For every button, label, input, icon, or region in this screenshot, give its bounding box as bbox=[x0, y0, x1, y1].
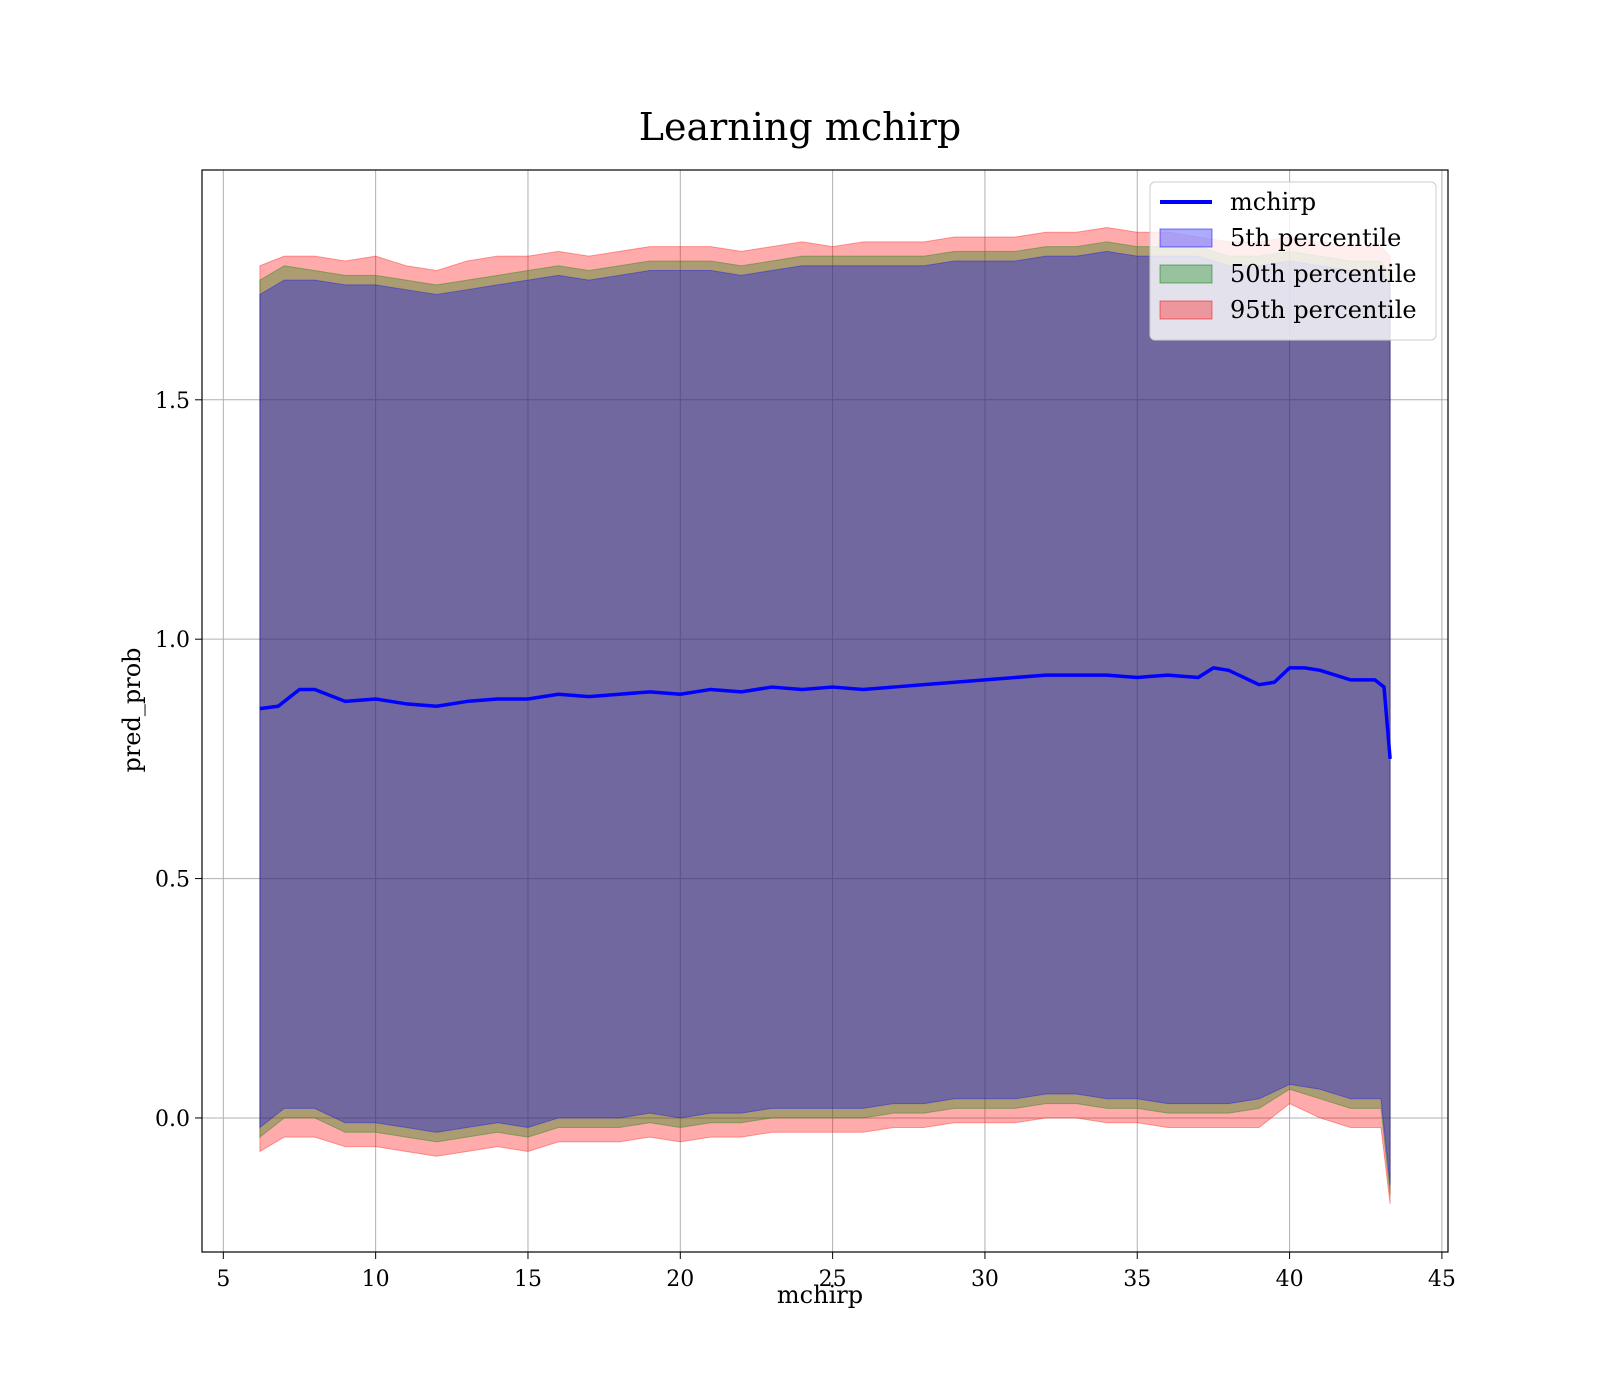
x-tick-label: 35 bbox=[1123, 1267, 1151, 1292]
legend-swatch-95th-percentile bbox=[1159, 300, 1213, 320]
x-tick-label: 20 bbox=[666, 1267, 694, 1292]
y-tick-label: 0.5 bbox=[155, 868, 190, 893]
series-line-group bbox=[259, 666, 1392, 760]
y-tick-label: 0.0 bbox=[155, 1107, 190, 1132]
y-tick-label: 1.0 bbox=[155, 628, 190, 653]
x-tick-label: 30 bbox=[971, 1267, 999, 1292]
x-tick-label: 25 bbox=[819, 1267, 847, 1292]
x-tick-label: 45 bbox=[1428, 1267, 1456, 1292]
legend-label-95th-percentile: 95th percentile bbox=[1230, 296, 1417, 324]
y-axis-label: pred_prob bbox=[118, 647, 146, 772]
x-axis-ticks: 5 10 15 20 25 30 35 40 45 bbox=[216, 1252, 1456, 1292]
chart-title: Learning mchirp bbox=[639, 105, 961, 149]
x-axis-label: mchirp bbox=[777, 1281, 863, 1309]
x-tick-label: 10 bbox=[362, 1267, 390, 1292]
band-5th-percentile bbox=[259, 250, 1391, 1186]
legend-box bbox=[1149, 181, 1437, 341]
y-axis-ticks: 0.0 0.5 1.0 1.5 bbox=[155, 389, 202, 1132]
legend-swatch-50th-percentile bbox=[1159, 264, 1213, 284]
legend-label-mchirp: mchirp bbox=[1230, 188, 1316, 216]
band-95th-percentile bbox=[259, 226, 1391, 1205]
y-tick-label: 1.5 bbox=[155, 389, 190, 414]
legend-swatch-5th-percentile bbox=[1159, 228, 1213, 248]
x-tick-label: 40 bbox=[1276, 1267, 1304, 1292]
x-tick-label: 15 bbox=[514, 1267, 542, 1292]
plot-area bbox=[201, 169, 1449, 1253]
plot-frame bbox=[201, 169, 1449, 1253]
x-tick-label: 5 bbox=[216, 1267, 230, 1292]
percentile-bands bbox=[259, 226, 1391, 1205]
series-line-mchirp bbox=[259, 666, 1392, 760]
band-50th-percentile bbox=[259, 241, 1391, 1195]
legend-label-5th-percentile: 5th percentile bbox=[1230, 224, 1401, 252]
legend: mchirp 5th percentile 50th percentile 95th … bbox=[1149, 181, 1437, 341]
grid bbox=[202, 170, 1448, 1252]
legend-label-50th-percentile: 50th percentile bbox=[1230, 260, 1417, 288]
